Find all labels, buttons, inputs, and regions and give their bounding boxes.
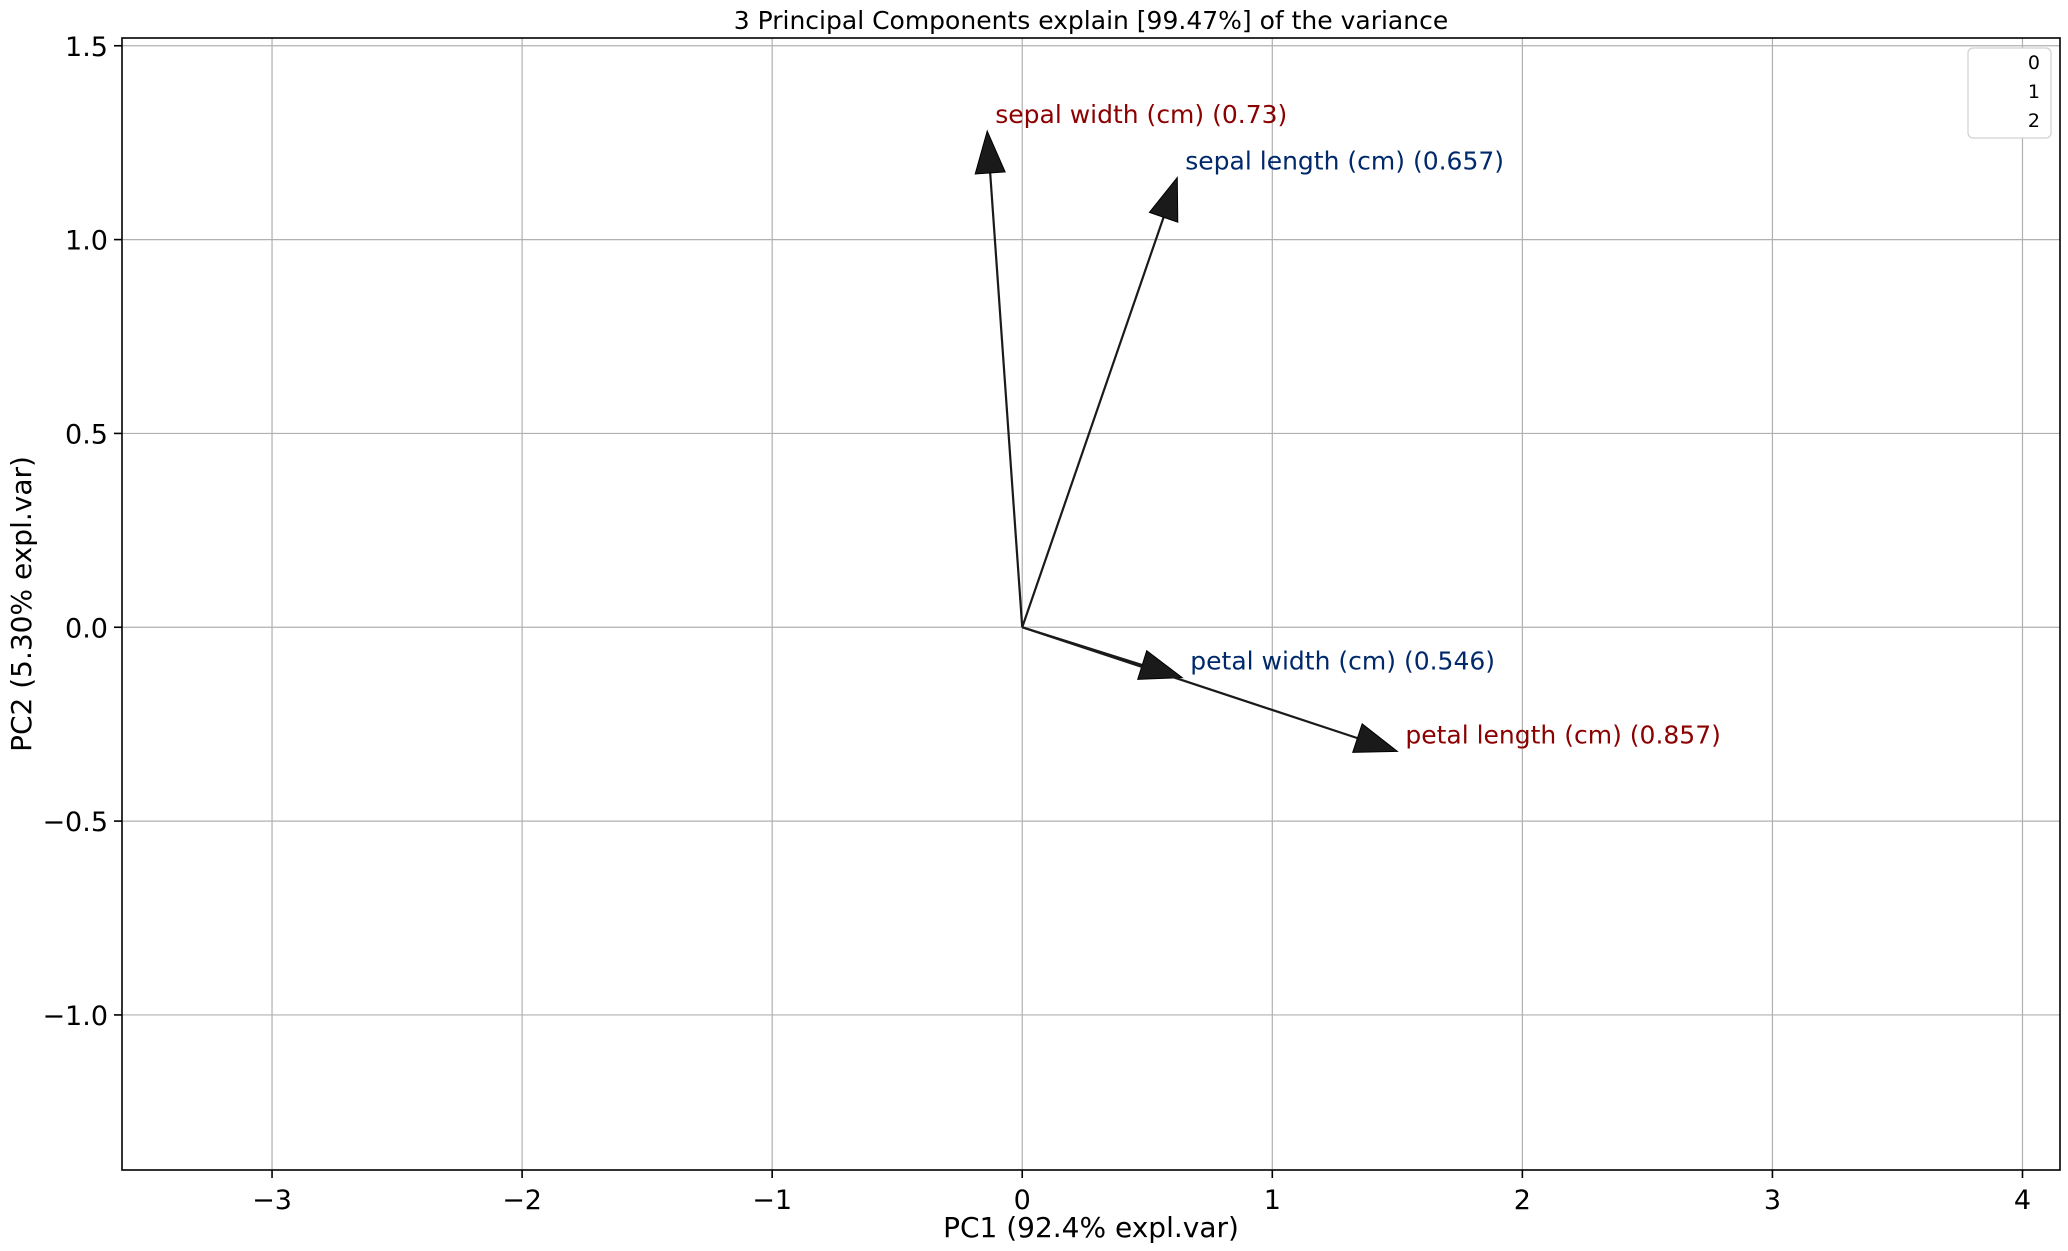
x-axis-label: PC1 (92.4% expl.var) <box>943 1211 1239 1244</box>
vector-label: petal width (cm) (0.546) <box>1190 647 1495 676</box>
y-tick-label: −1.0 <box>42 1001 108 1032</box>
vector-arrowhead <box>1137 649 1184 680</box>
x-tick-label: 0 <box>1014 1185 1031 1216</box>
legend-entry: 1 <box>2028 81 2040 103</box>
vector-label: sepal length (cm) (0.657) <box>1185 147 1504 176</box>
x-tick-label: −2 <box>502 1185 542 1216</box>
vector-arrowhead <box>974 129 1006 175</box>
x-tick-label: 1 <box>1264 1185 1281 1216</box>
legend-box <box>1967 47 2052 139</box>
x-tick-label: 2 <box>1514 1185 1531 1216</box>
y-ticks: −1.0 −0.5 0.0 0.5 1.0 1.5 <box>42 32 122 1032</box>
grid-lines <box>122 38 2060 1170</box>
y-tick-label: 0.0 <box>65 613 108 644</box>
x-tick-label: −3 <box>252 1185 292 1216</box>
x-tick-label: −1 <box>752 1185 792 1216</box>
legend: 0 1 2 <box>1967 47 2052 139</box>
y-tick-label: −0.5 <box>42 807 108 838</box>
x-ticks: −3 −2 −1 0 1 2 3 4 <box>252 1170 2031 1216</box>
x-tick-label: 4 <box>2014 1185 2031 1216</box>
y-tick-label: 1.5 <box>65 32 108 63</box>
vector-label: sepal width (cm) (0.73) <box>995 100 1287 129</box>
vector-shaft <box>989 172 1024 628</box>
vector-shaft <box>1021 216 1165 628</box>
legend-entry: 0 <box>2028 52 2040 74</box>
vector-arrowhead <box>1148 176 1179 223</box>
vector-labels: sepal width (cm) (0.73) sepal length (cm)… <box>995 100 1721 749</box>
plot-frame <box>121 37 2061 1171</box>
chart-title: 3 Principal Components explain [99.47%] … <box>734 6 1448 35</box>
vector-arrowhead <box>1352 723 1399 753</box>
x-tick-label: 3 <box>1764 1185 1781 1216</box>
loading-vectors <box>974 129 1399 753</box>
y-tick-label: 1.0 <box>65 226 108 257</box>
y-axis-label: PC2 (5.30% expl.var) <box>5 456 38 752</box>
y-tick-label: 0.5 <box>65 419 108 450</box>
vector-shaft <box>1021 626 1358 740</box>
vector-label: petal length (cm) (0.857) <box>1405 720 1721 749</box>
legend-entry: 2 <box>2028 110 2040 132</box>
